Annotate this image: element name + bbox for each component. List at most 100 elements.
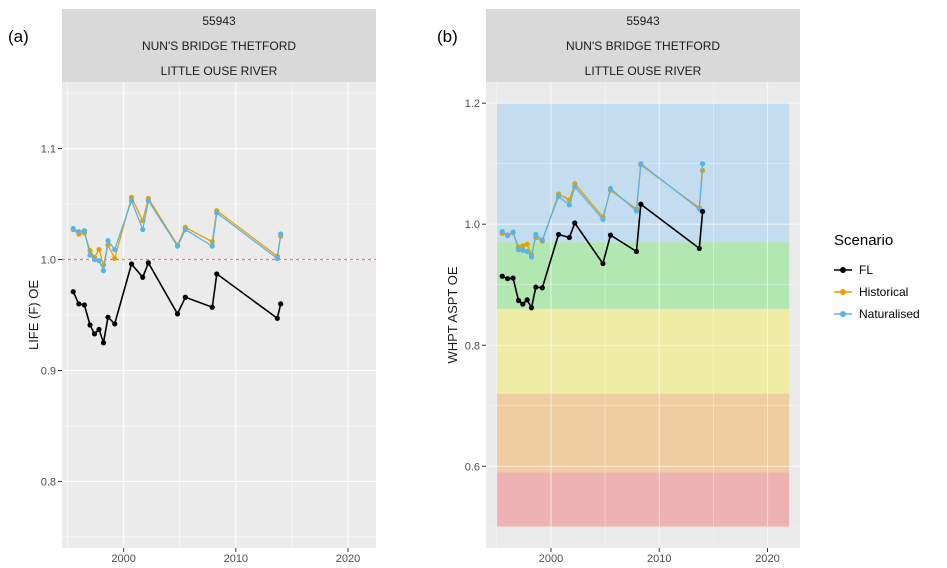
strip-label: LITTLE OUSE RIVER (585, 64, 702, 78)
data-point-fl (145, 260, 151, 266)
band-high (496, 103, 790, 243)
legend-title: Scenario (834, 232, 893, 249)
strip-label: NUN'S BRIDGE THETFORD (566, 39, 720, 53)
data-point-fl (174, 311, 181, 317)
data-point-fl (539, 285, 545, 291)
data-point-fl (528, 305, 535, 311)
legend-key-point (840, 267, 846, 273)
data-point-fl (696, 245, 702, 252)
data-point-fl (699, 208, 706, 215)
panel-tag: (b) (437, 27, 458, 46)
data-point-naturalised (76, 229, 82, 235)
data-point-fl (96, 326, 102, 333)
data-point-fl (520, 301, 526, 307)
legend-item-label: FL (859, 263, 873, 277)
data-point-naturalised (96, 258, 102, 264)
y-tick-label: 1.0 (41, 255, 56, 267)
data-point-naturalised (182, 226, 188, 233)
y-tick-label: 1.0 (465, 219, 480, 231)
data-point-naturalised (100, 268, 107, 274)
data-point-historical (520, 243, 526, 249)
data-point-fl (499, 273, 505, 279)
data-point-naturalised (145, 198, 151, 204)
data-point-naturalised (572, 184, 578, 190)
data-point-naturalised (539, 237, 545, 243)
data-point-naturalised (112, 246, 118, 253)
strip-label: 55943 (626, 14, 660, 28)
data-point-fl (112, 321, 118, 327)
data-point-naturalised (510, 229, 516, 235)
data-point-naturalised (533, 231, 539, 238)
data-point-fl (515, 297, 522, 304)
data-point-fl (505, 276, 511, 282)
strip-label: LITTLE OUSE RIVER (161, 64, 278, 78)
data-point-historical (112, 255, 118, 262)
legend-key-point (840, 311, 846, 317)
x-tick-label: 2000 (539, 553, 563, 565)
y-tick-label: 0.9 (41, 365, 56, 377)
data-point-fl (274, 315, 280, 321)
y-axis-label: LIFE (F) OE (26, 280, 41, 350)
data-point-naturalised (515, 247, 522, 253)
data-point-fl (633, 248, 640, 255)
x-tick-label: 2010 (224, 553, 248, 565)
y-tick-label: 0.8 (465, 340, 480, 352)
data-point-fl (600, 260, 606, 267)
data-point-fl (555, 231, 562, 238)
data-point-fl (91, 331, 98, 337)
series-line-naturalised (72, 198, 282, 273)
data-point-naturalised (699, 161, 706, 167)
data-point-fl (209, 304, 215, 310)
strip-label: 55943 (202, 14, 236, 28)
band-bad (496, 472, 790, 527)
data-point-naturalised (499, 228, 505, 235)
data-point-fl (524, 297, 530, 303)
band-moderate (496, 308, 790, 394)
band-poor (496, 393, 790, 473)
data-point-fl (182, 294, 188, 300)
strip-label: NUN'S BRIDGE THETFORD (142, 39, 296, 53)
data-point-fl (87, 322, 93, 328)
data-point-fl (572, 220, 578, 226)
legend-item-label: Historical (859, 285, 908, 299)
data-point-fl (533, 284, 539, 290)
data-point-fl (278, 301, 284, 307)
y-tick-label: 1.1 (41, 144, 56, 156)
data-point-fl (566, 234, 572, 241)
data-point-fl (510, 275, 516, 281)
data-point-fl (638, 201, 644, 207)
series-line-fl (72, 261, 282, 343)
data-point-fl (76, 301, 82, 307)
data-point-naturalised (566, 202, 572, 208)
data-point-naturalised (87, 252, 93, 258)
data-point-naturalised (174, 243, 181, 249)
data-point-naturalised (505, 232, 511, 238)
data-point-fl (70, 289, 76, 295)
y-tick-label: 0.8 (41, 476, 56, 488)
x-tick-label: 2020 (336, 553, 360, 565)
data-point-naturalised (91, 256, 98, 263)
data-point-naturalised (274, 255, 280, 262)
data-point-historical (96, 246, 102, 253)
legend-item-label: Naturalised (859, 307, 920, 321)
data-point-naturalised (633, 208, 640, 214)
x-tick-label: 2000 (111, 553, 135, 565)
data-point-naturalised (607, 185, 614, 192)
band-good (496, 242, 790, 309)
data-point-historical (524, 241, 530, 247)
y-tick-label: 1.2 (465, 98, 480, 110)
legend-key-point (840, 289, 846, 295)
data-point-naturalised (528, 254, 535, 260)
data-point-naturalised (128, 198, 135, 204)
data-point-naturalised (555, 193, 562, 199)
data-point-naturalised (209, 243, 215, 249)
series-line-naturalised (501, 162, 704, 259)
data-point-fl (105, 314, 111, 320)
data-point-naturalised (214, 210, 220, 216)
x-tick-label: 2010 (647, 553, 671, 565)
data-point-fl (140, 274, 146, 280)
data-point-naturalised (81, 228, 88, 234)
data-point-naturalised (278, 231, 284, 237)
data-point-naturalised (524, 248, 530, 255)
